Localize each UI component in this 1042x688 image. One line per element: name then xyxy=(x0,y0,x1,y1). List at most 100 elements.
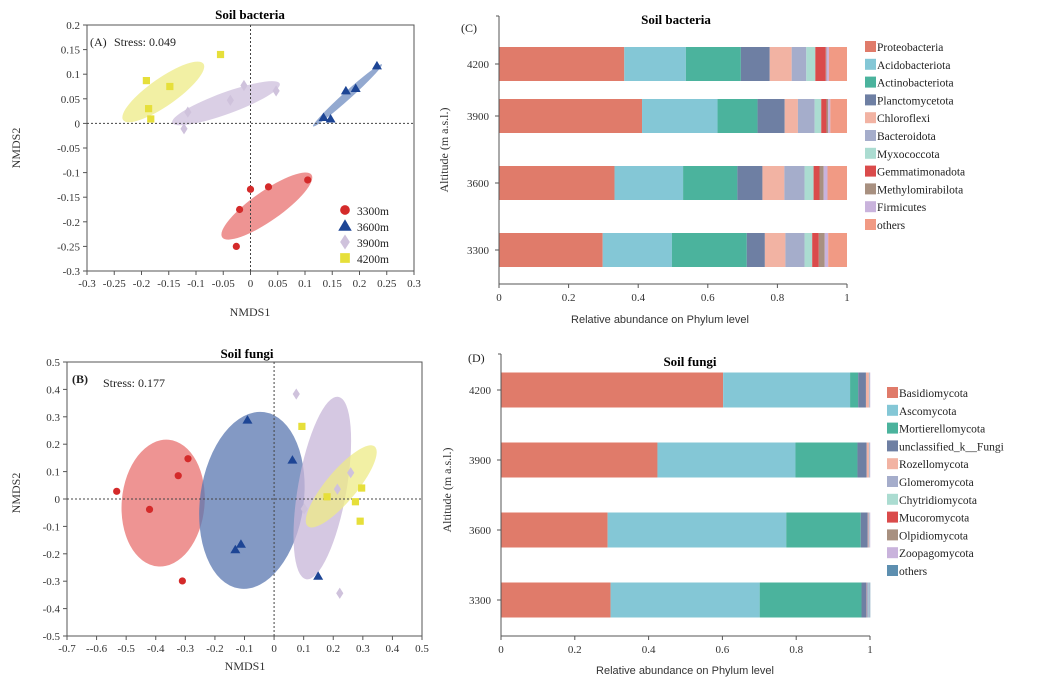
x-tick-label: 0 xyxy=(498,644,504,656)
bar-segment-3900-Firmicutes xyxy=(828,99,831,133)
legend-marker-3900m xyxy=(340,234,350,250)
chart-title: Soil bacteria xyxy=(215,7,285,22)
bar-segment-4200-Proteobacteria xyxy=(499,47,625,81)
x-tick-label: 0.5 xyxy=(415,643,429,655)
y-tick-label: -0.1 xyxy=(43,521,60,533)
x-tick-label: 0.8 xyxy=(771,292,785,304)
nmds-plot-b: -0.7 --0.6 -0.5 -0.4 -0.3 -0.2 -0.1 0 0.1 0.2 0.3 0… xyxy=(9,346,429,673)
bar-segment-3900-Zoopagomycota xyxy=(869,442,871,478)
bar-segment-3900-Bacteroidota xyxy=(797,99,815,133)
data-point-3300m xyxy=(236,205,244,214)
bar-segment-4200-Ascomycota xyxy=(723,372,851,408)
x-axis-label: NMDS1 xyxy=(230,305,271,319)
y-tick-label: -0.15 xyxy=(57,192,80,204)
x-tick-label: 0.2 xyxy=(353,278,367,290)
data-point-3900m xyxy=(240,79,248,92)
confidence-ellipse-4200m xyxy=(305,445,377,528)
bar-segment-4200-Rozellomycota xyxy=(865,372,869,408)
y-tick-label: 4200 xyxy=(469,385,492,397)
data-point-3900m xyxy=(336,587,344,599)
x-tick-label: 0.8 xyxy=(789,644,803,656)
legend-swatch-Planctomycetota xyxy=(865,94,876,106)
y-tick-label: 0.1 xyxy=(66,69,80,81)
data-point-4200m xyxy=(216,50,225,59)
data-point-3600m xyxy=(313,571,324,580)
bar-segment-3900-Rozellomycota xyxy=(866,442,869,478)
x-tick-label: 0.4 xyxy=(386,643,400,655)
bar-segment-3600-Chytridiomycota xyxy=(869,512,870,548)
stacked-bar-chart-c: 4200 3900 3600 3300 0 0.2 0.4 0.6 0.8 1 Soil bacte… xyxy=(437,12,965,326)
x-tick-label: 0.1 xyxy=(297,643,311,655)
legend-label: Actinobacteriota xyxy=(877,78,954,90)
legend-swatch-Zoopagomycota xyxy=(887,547,898,559)
bar-segment-3300-Myxococcota xyxy=(804,233,813,267)
y-tick-label: -0.2 xyxy=(43,549,60,561)
y-tick-label: -0.3 xyxy=(43,576,61,588)
bar-segment-3300-unclassified_k__Fungi xyxy=(861,582,867,618)
bar-segment-3300-Rozellomycota xyxy=(866,582,868,618)
nmds-plot-a: -0.3 -0.25 -0.2 -0.15 -0.1 -0.05 0 0.05 0.1 0.15 0… xyxy=(9,7,421,319)
data-point-3600m xyxy=(230,544,241,554)
bar-segment-3600-Acidobacteriota xyxy=(614,166,684,200)
y-tick-label: -0.25 xyxy=(57,241,80,253)
legend-label: Planctomycetota xyxy=(877,95,954,107)
legend-swatch-Myxococcota xyxy=(865,147,876,159)
y-tick-label: 0.5 xyxy=(46,357,60,369)
data-point-3900m xyxy=(333,483,341,495)
legend-swatch-Acidobacteriota xyxy=(865,58,876,70)
legend-label: Gemmatimonadota xyxy=(877,167,965,179)
data-point-3600m xyxy=(340,85,351,95)
data-point-3900m xyxy=(272,85,280,97)
x-tick-label: -0.05 xyxy=(212,278,235,290)
x-tick-label: 0.4 xyxy=(642,644,656,656)
x-tick-label: -0.5 xyxy=(117,643,135,655)
legend-swatch-Bacteroidota xyxy=(865,130,876,141)
bar-segment-3900-others xyxy=(830,99,847,133)
legend-swatch-Firmicutes xyxy=(865,201,876,213)
x-tick-label: -0.15 xyxy=(157,278,180,290)
confidence-ellipse-3900m xyxy=(172,81,280,126)
bar-segment-3300-others xyxy=(869,582,871,618)
y-tick-label: 3900 xyxy=(469,455,492,467)
bar-segment-3600-Methylomirabilota xyxy=(819,166,824,200)
data-point-3600m xyxy=(242,415,253,424)
legend-marker-3300m xyxy=(340,205,350,215)
x-tick-label: 0.1 xyxy=(298,278,312,290)
data-point-3900m xyxy=(347,467,355,479)
legend-swatch-Chloroflexi xyxy=(865,112,876,124)
bar-segment-3300-Actinobacteriota xyxy=(671,233,747,267)
bar-segment-3600-Bacteroidota xyxy=(784,166,805,200)
x-tick-label: 0.4 xyxy=(631,292,645,304)
legend-label: 3900m xyxy=(357,238,389,250)
x-tick-label: -0.2 xyxy=(206,643,223,655)
x-tick-label: -0.1 xyxy=(187,278,204,290)
legend-swatch-Ascomycota xyxy=(887,404,898,416)
bar-segment-4200-others xyxy=(828,47,847,81)
legend-swatch-others xyxy=(887,565,898,576)
y-tick-label: 4200 xyxy=(467,59,490,71)
bar-segment-3600-Proteobacteria xyxy=(499,166,615,200)
bar-segment-3600-Rozellomycota xyxy=(867,512,869,548)
y-axis-label: Altitude (m a.s.l.) xyxy=(440,448,454,533)
panel-label: (D) xyxy=(468,351,485,365)
data-point-3900m xyxy=(184,106,192,118)
bar-segment-3300-Gemmatimonadota xyxy=(812,233,819,267)
y-tick-label: 3300 xyxy=(467,245,490,257)
data-point-3600m xyxy=(325,113,336,123)
bar-segment-3300-Mortierellomycota xyxy=(759,582,862,618)
legend-swatch-Proteobacteria xyxy=(865,41,876,52)
x-axis-label: Relative abundance on Phylum level xyxy=(571,314,749,326)
panel-label: (C) xyxy=(461,21,477,35)
bar-segment-4200-Chloroflexi xyxy=(769,47,792,81)
x-tick-label: 0.2 xyxy=(562,292,576,304)
bar-segment-3300-Chytridiomycota xyxy=(868,582,870,618)
bar-segment-3600-Gemmatimonadota xyxy=(813,166,820,200)
legend-marker-4200m xyxy=(340,253,350,263)
data-point-4200m xyxy=(356,517,364,525)
chart-title: Soil fungi xyxy=(663,354,716,369)
x-tick-label: 0.05 xyxy=(268,278,288,290)
x-tick-label: 0.2 xyxy=(326,643,340,655)
bar-segment-3600-Basidiomycota xyxy=(501,512,608,548)
bar-segment-3300-Acidobacteriota xyxy=(602,233,672,267)
data-point-3300m xyxy=(232,242,240,250)
